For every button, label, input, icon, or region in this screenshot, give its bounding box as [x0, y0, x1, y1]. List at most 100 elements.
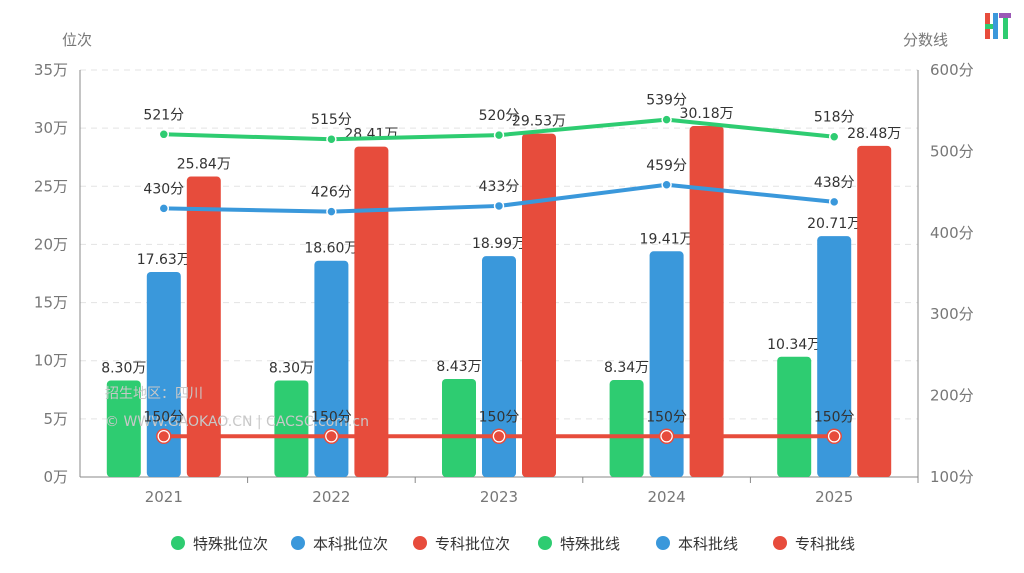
- line-series: 521分 515分 520分 539分 518分 430分 426分 433分 459分 438分…: [143, 93, 855, 445]
- logo-bar: [1003, 18, 1008, 39]
- bar-value-label: 8.43万: [436, 359, 481, 375]
- bar-2025-0: [777, 356, 812, 477]
- bar-value-label: 20.71万: [807, 216, 861, 232]
- legend-label: 本科批线: [678, 535, 738, 553]
- line-value-label: 150分: [143, 409, 184, 425]
- line-value-label: 150分: [646, 409, 687, 425]
- x-tick-label: 2024: [648, 488, 686, 506]
- legend-swatch: [773, 536, 787, 550]
- line-value-label: 539分: [646, 93, 687, 109]
- right-tick-label: 200分: [930, 387, 974, 405]
- bar-2024-0: [609, 380, 644, 477]
- line-point: [493, 200, 505, 212]
- bar-2021-2: [186, 176, 221, 478]
- bar-2024-1: [649, 251, 684, 477]
- left-tick-label: 30万: [34, 119, 68, 137]
- bar-value-label: 18.99万: [472, 236, 526, 252]
- left-tick-label: 15万: [34, 294, 68, 312]
- bar-value-label: 28.48万: [847, 126, 901, 142]
- line-value-label: 438分: [814, 175, 855, 191]
- left-tick-label: 5万: [43, 410, 68, 428]
- legend-item[interactable]: 专科批位次: [413, 535, 510, 553]
- right-axis-title: 分数线: [903, 31, 948, 49]
- line-value-label: 430分: [143, 181, 184, 197]
- bar-value-label: 17.63万: [137, 252, 191, 268]
- legend-swatch: [538, 536, 552, 550]
- bar-2021-1: [146, 271, 181, 477]
- legend-label: 专科批位次: [435, 535, 510, 553]
- line-value-label: 150分: [311, 409, 352, 425]
- bar-2023-2: [522, 133, 556, 478]
- bar-series: 8.30万 8.30万 8.43万 8.34万 10.34万 17.63万 18.60万 18…: [101, 106, 901, 478]
- line-point-inner: [661, 431, 672, 442]
- bar-2021-0: [106, 380, 141, 477]
- bar-value-label: 19.41万: [640, 231, 694, 247]
- left-axis-title: 位次: [62, 31, 92, 49]
- bar-2022-2: [354, 146, 389, 478]
- bar-2025-2: [857, 145, 892, 477]
- legend-label: 专科批线: [795, 535, 855, 553]
- line-value-label: 515分: [311, 112, 352, 128]
- legend-swatch: [171, 536, 185, 550]
- bar-2023-1: [482, 256, 516, 477]
- line-point: [158, 203, 170, 214]
- bar-2024-2: [689, 126, 724, 477]
- legend-item[interactable]: 特殊批线: [538, 535, 620, 553]
- left-tick-label: 20万: [34, 235, 68, 253]
- x-tick-label: 2025: [815, 488, 853, 506]
- legend[interactable]: 特殊批位次 本科批位次 专科批位次 特殊批线 本科批线 专科批线: [171, 535, 855, 553]
- legend-item[interactable]: 本科批位次: [291, 535, 388, 553]
- bar-2023-0: [442, 378, 476, 477]
- bar-value-label: 29.53万: [512, 114, 566, 130]
- right-tick-label: 100分: [930, 468, 974, 486]
- line-point: [158, 129, 170, 140]
- line-value-label: 426分: [311, 185, 352, 201]
- line-point-inner: [829, 431, 840, 442]
- bar-value-label: 8.34万: [604, 360, 649, 376]
- legend-item[interactable]: 本科批线: [656, 535, 738, 553]
- left-tick-label: 35万: [34, 61, 68, 79]
- bar-value-label: 18.60万: [304, 241, 358, 257]
- left-tick-label: 10万: [34, 352, 68, 370]
- logo: [984, 12, 1012, 40]
- right-tick-label: 300分: [930, 305, 974, 323]
- legend-label: 特殊批位次: [193, 535, 268, 553]
- line-value-label: 150分: [479, 409, 520, 425]
- line-value-label: 459分: [646, 158, 687, 174]
- right-tick-label: 500分: [930, 142, 974, 160]
- x-tick-label: 2023: [480, 488, 518, 506]
- bar-2022-0: [274, 380, 309, 477]
- line-point: [493, 129, 505, 141]
- watermark: 招生地区：四川 © WWW.GAOKAO.CN | CACSC.com.cn: [105, 386, 369, 430]
- legend-item[interactable]: 特殊批位次: [171, 535, 268, 553]
- x-tick-label: 2022: [312, 488, 350, 506]
- bar-value-label: 8.30万: [101, 360, 146, 376]
- bar-value-label: 8.30万: [269, 360, 314, 376]
- line-value-label: 150分: [814, 409, 855, 425]
- left-tick-label: 0万: [43, 468, 68, 486]
- line-point: [828, 196, 840, 208]
- line-value-label: 518分: [814, 110, 855, 126]
- logo-bar: [999, 13, 1011, 18]
- bar-value-label: 10.34万: [767, 337, 821, 353]
- bar-value-label: 25.84万: [177, 157, 231, 173]
- axes: 位次 分数线 0万 5万 10万 15万 20万 25万 30万 35万 100分 200分 300…: [34, 31, 974, 506]
- line-value-label: 520分: [479, 108, 520, 124]
- legend-label: 本科批位次: [313, 535, 388, 553]
- line-point-inner: [326, 431, 337, 442]
- x-tick-label: 2021: [145, 488, 183, 506]
- legend-swatch: [413, 536, 427, 550]
- bar-value-label: 30.18万: [680, 106, 734, 122]
- logo-bar: [985, 24, 998, 29]
- right-tick-label: 600分: [930, 61, 974, 79]
- line-point: [326, 206, 337, 217]
- legend-item[interactable]: 专科批线: [773, 535, 855, 553]
- line-point: [661, 179, 672, 191]
- left-tick-label: 25万: [34, 177, 68, 195]
- legend-swatch: [656, 536, 670, 550]
- line-point: [828, 131, 840, 142]
- line-point-inner: [494, 431, 504, 442]
- line-value-label: 433分: [479, 179, 520, 195]
- right-tick-label: 400分: [930, 224, 974, 242]
